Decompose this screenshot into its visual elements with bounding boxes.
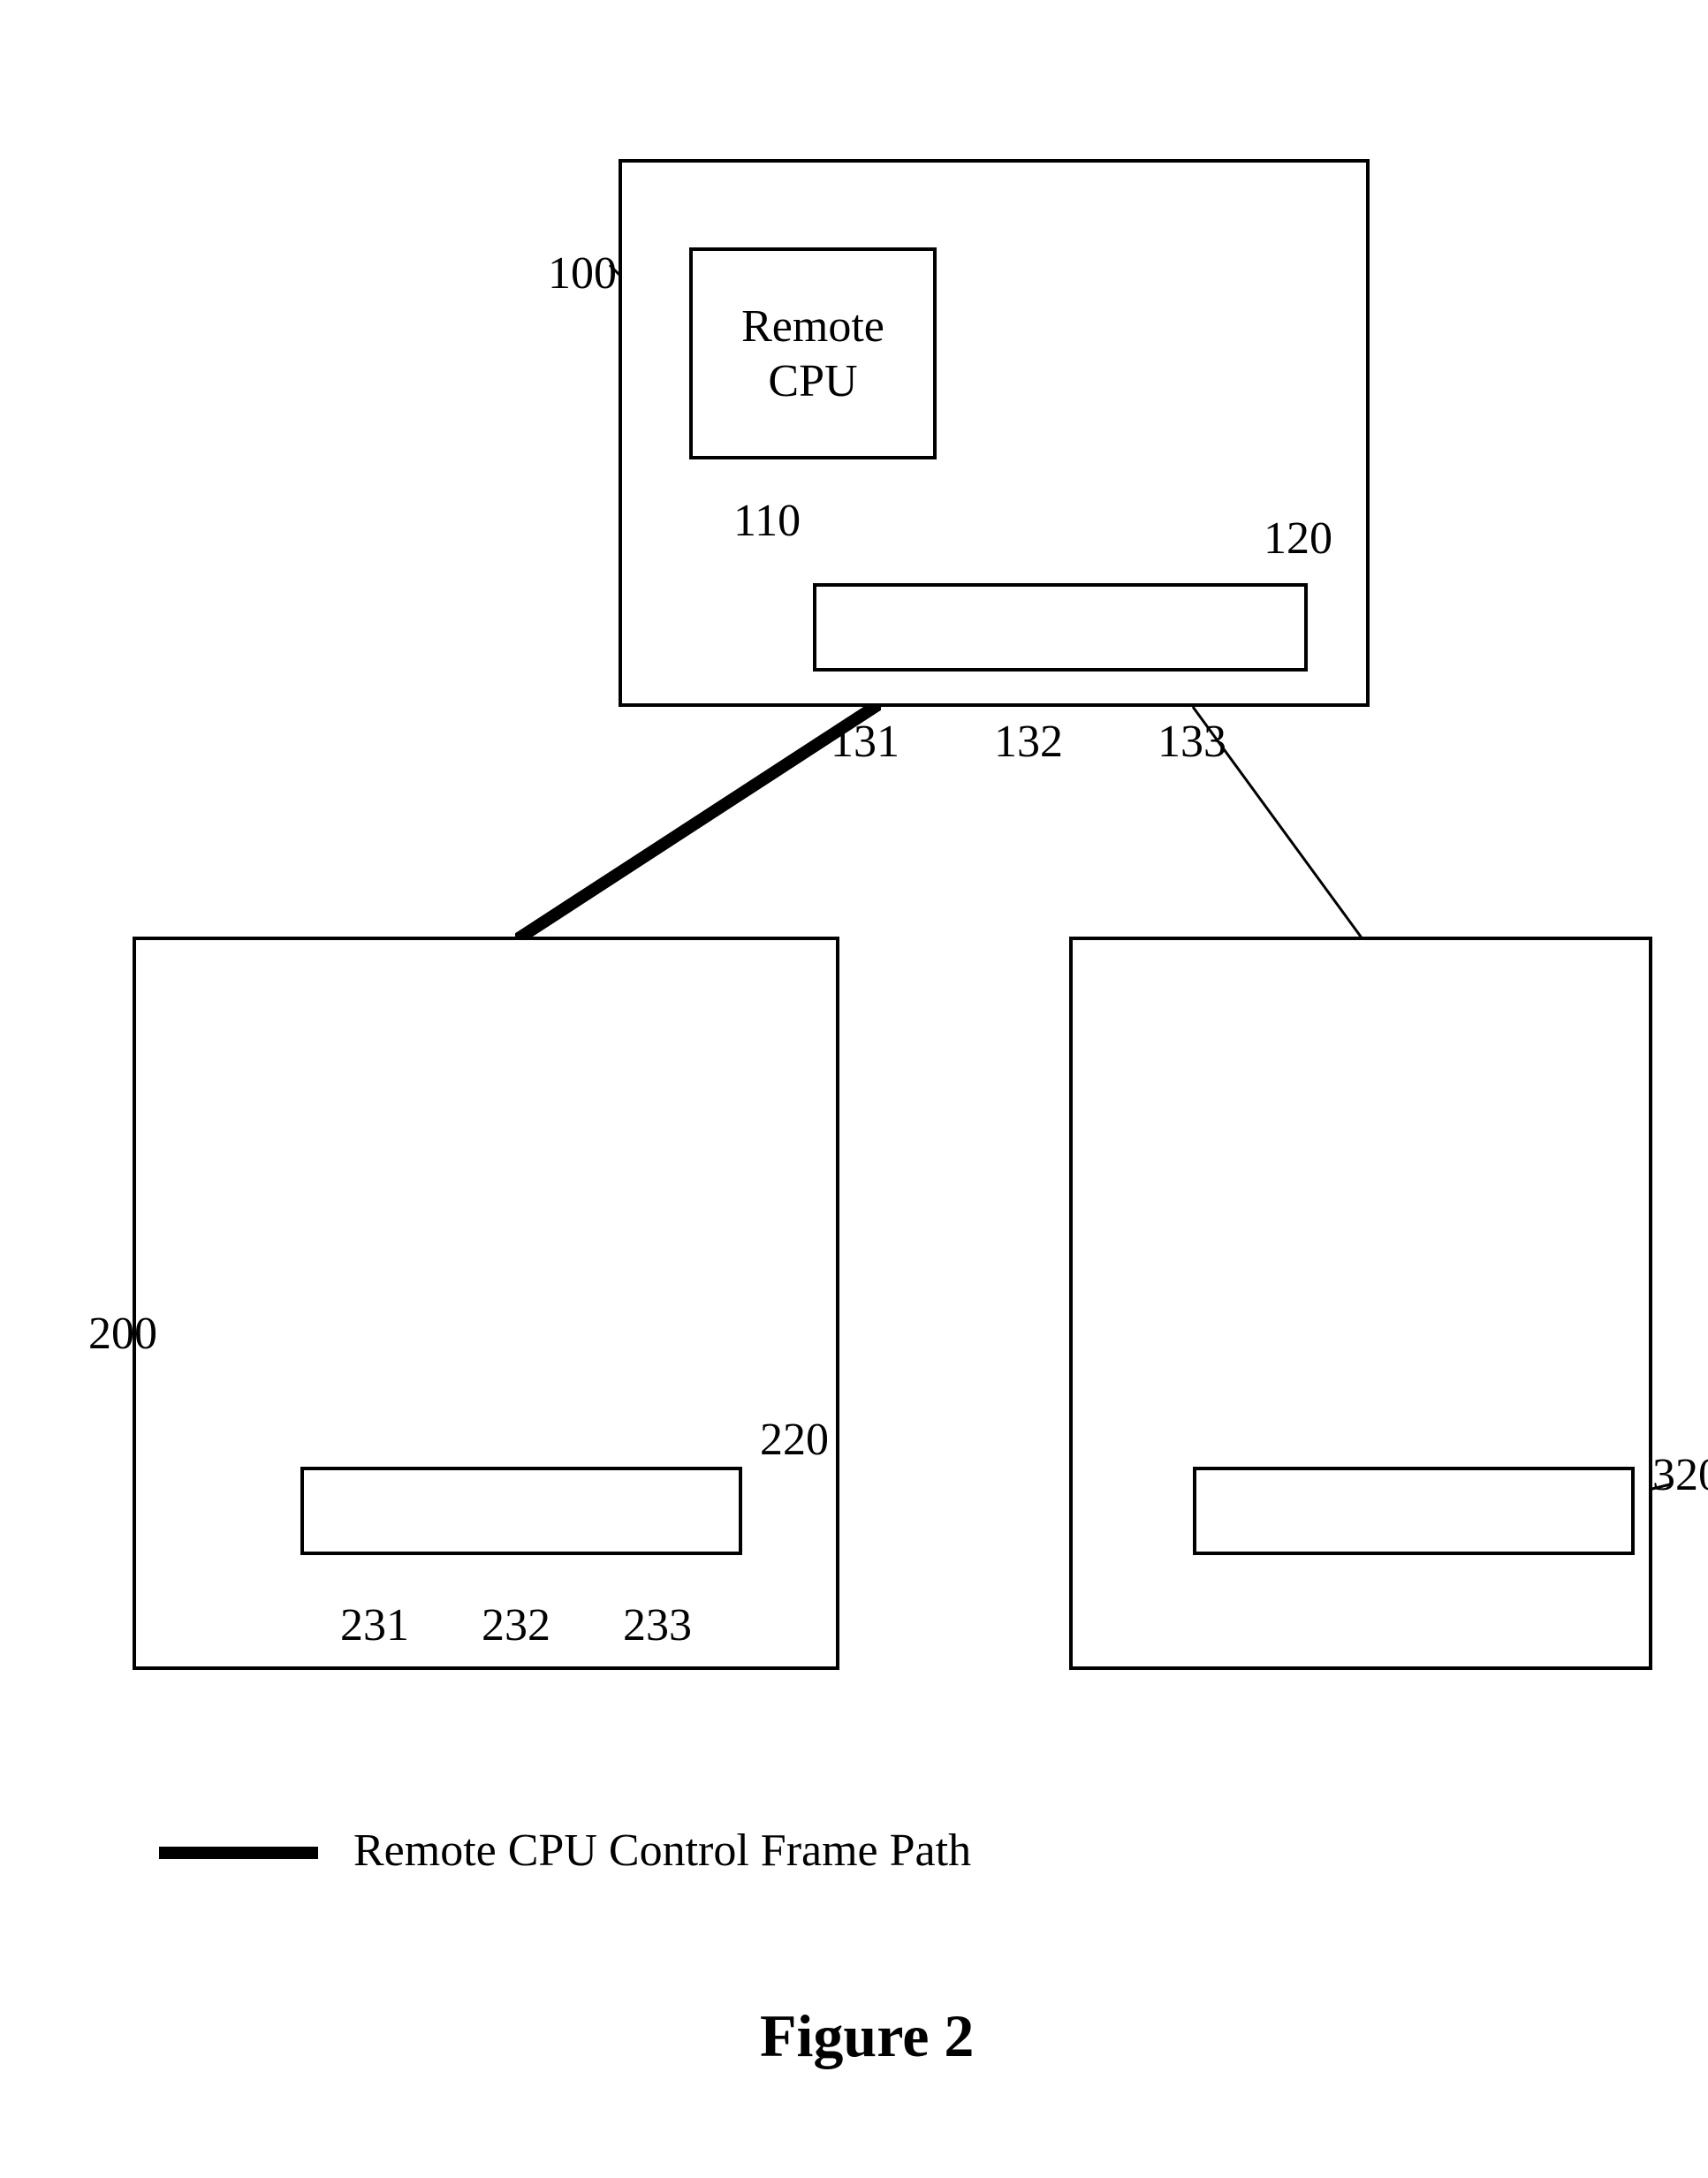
label-133: 133 — [1158, 716, 1226, 768]
box-switch-120 — [813, 583, 1308, 672]
box-switch-220 — [300, 1467, 742, 1555]
label-100: 100 — [548, 247, 617, 300]
box-200 — [133, 937, 839, 1670]
label-132: 132 — [994, 716, 1063, 768]
label-320: 320 — [1652, 1449, 1708, 1501]
label-231: 231 — [340, 1599, 409, 1651]
label-220: 220 — [760, 1414, 829, 1466]
legend-bar — [159, 1847, 318, 1859]
box-remote-cpu: Remote CPU — [689, 247, 937, 459]
cpu-text-bottom: CPU — [768, 356, 857, 406]
box-300 — [1069, 937, 1652, 1670]
cpu-text-top: Remote — [741, 301, 884, 352]
box-switch-320 — [1193, 1467, 1635, 1555]
label-200: 200 — [88, 1308, 157, 1360]
legend-text: Remote CPU Control Frame Path — [353, 1825, 971, 1877]
figure-title: Figure 2 — [760, 2001, 974, 2071]
label-110: 110 — [733, 495, 801, 547]
label-120: 120 — [1264, 512, 1332, 565]
label-233: 233 — [623, 1599, 692, 1651]
label-232: 232 — [482, 1599, 550, 1651]
label-131: 131 — [831, 716, 900, 768]
